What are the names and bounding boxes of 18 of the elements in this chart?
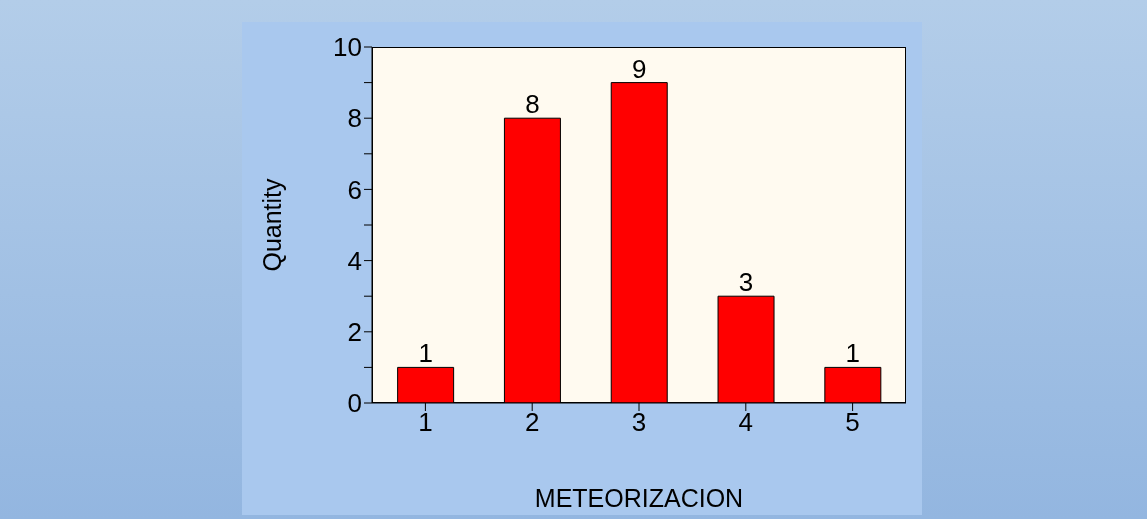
data-label: 1 <box>418 338 433 369</box>
y-tick-label: 4 <box>347 245 362 276</box>
x-tick-label: 4 <box>738 407 754 438</box>
data-label: 3 <box>738 267 754 298</box>
x-axis-title: METEORIZACION <box>534 484 744 512</box>
y-tick-label: 8 <box>347 103 362 134</box>
y-tick-label: 0 <box>347 388 362 419</box>
y-tick-label: 6 <box>347 174 362 205</box>
y-tick-label: 2 <box>347 317 362 348</box>
data-label: 8 <box>525 89 540 120</box>
x-tick-label: 5 <box>845 407 860 438</box>
y-axis-title: Quantity <box>257 177 286 272</box>
data-label: 1 <box>845 338 861 369</box>
data-label: 9 <box>632 53 647 84</box>
x-tick-label: 3 <box>631 407 647 438</box>
x-tick-label: 2 <box>524 407 540 438</box>
x-tick-label: 1 <box>418 407 433 438</box>
y-tick-label: 10 <box>333 32 362 63</box>
